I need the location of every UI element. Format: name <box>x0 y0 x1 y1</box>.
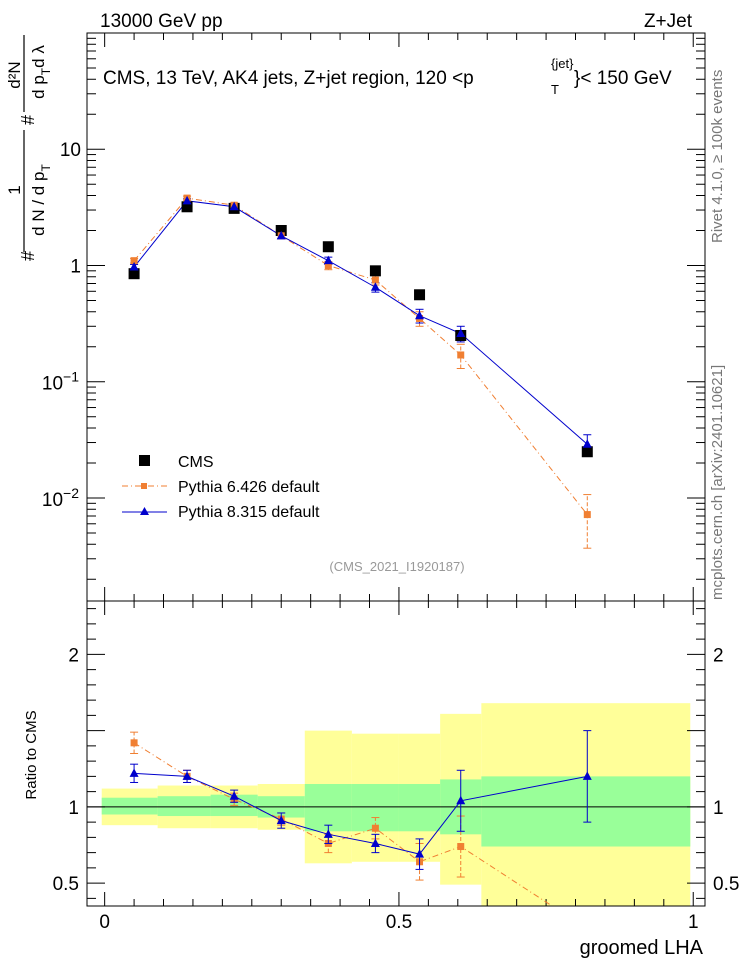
ratio-xtick-label: 0 <box>99 912 110 933</box>
legend-py6-marker <box>141 483 147 489</box>
ratio-plot: 0 0.5 1 0.5 0.5 1 1 2 2 <box>53 601 739 933</box>
main-ylabel: # 1 d N / d pT # d²N d pTd λ <box>5 35 53 261</box>
main-plot: 10−2 10−1 1 10 <box>42 33 705 601</box>
ratio-ytick-label: 0.5 <box>53 874 79 895</box>
ratio-ytick-label-right: 0.5 <box>713 874 739 895</box>
ylabel-frac1-num: 1 <box>5 185 24 194</box>
ratio-pythia6-point <box>457 843 465 851</box>
main-ytick-label: 10−1 <box>42 369 79 395</box>
ratio-frame <box>86 600 706 907</box>
cms-point <box>128 268 140 280</box>
legend-py6-label: Pythia 6.426 default <box>178 479 320 496</box>
pythia8-line <box>133 200 588 445</box>
cms-point <box>581 446 593 458</box>
ratio-pythia8-point <box>129 768 139 777</box>
cms-point <box>275 225 287 237</box>
pythia8-point <box>456 328 466 338</box>
legend-cms-marker <box>139 455 150 466</box>
ratio-band-inner <box>481 776 691 847</box>
legend-cms-label: CMS <box>178 454 214 471</box>
pythia8-point <box>129 262 139 271</box>
ratio-pythia8-point <box>276 815 286 825</box>
legend: CMS Pythia 6.426 default Pythia 8.315 de… <box>122 454 320 521</box>
pythia8-point <box>276 230 286 240</box>
main-title: CMS, 13 TeV, AK4 jets, Z+jet region, 120… <box>103 68 474 89</box>
ratio-band-inner <box>101 797 158 815</box>
ratio-ytick-label-right: 2 <box>713 645 724 666</box>
ratio-xtick-label: 1 <box>688 912 699 933</box>
main-ytick-label: 10 <box>60 140 81 161</box>
ratio-pythia6-point <box>371 824 379 832</box>
pythia6-point <box>324 261 332 269</box>
rivet-label: Rivet 4.1.0, ≥ 100k events <box>709 70 726 243</box>
ratio-pythia8-point <box>182 771 192 780</box>
ratio-band-inner <box>304 784 352 832</box>
header-right: Z+Jet <box>644 11 693 32</box>
ratio-pythia6-point <box>130 739 138 747</box>
ylabel-hash-2: # <box>18 115 38 125</box>
legend-py8-marker <box>140 507 149 515</box>
ylabel-frac2-num: d²N <box>5 61 24 88</box>
cms-point <box>414 289 426 301</box>
pythia8-point <box>182 195 192 205</box>
cms-point <box>181 201 193 213</box>
main-title-tail: }< 150 GeV <box>574 68 672 89</box>
pythia8-point <box>415 310 425 320</box>
pythia6-point <box>371 276 379 284</box>
mcplots-label: mcplots.cern.ch [arXiv:2401.10621] <box>709 365 726 600</box>
ratio-band-inner <box>398 784 441 832</box>
main-ytick-label: 10−2 <box>42 485 79 511</box>
pythia6-point <box>583 511 591 519</box>
ratio-ytick-label: 1 <box>68 798 79 819</box>
ratio-pythia6-line <box>133 742 553 907</box>
main-title-sup: {jet} <box>551 56 574 71</box>
ylabel-frac2-den: d pTd λ <box>29 45 53 99</box>
legend-py8-label: Pythia 8.315 default <box>178 504 320 521</box>
ratio-xlabel: groomed LHA <box>580 937 704 959</box>
ylabel-hash-1: # <box>18 251 38 261</box>
ratio-pythia8-point <box>456 795 466 805</box>
main-ytick-label: 1 <box>70 256 81 277</box>
pythia6-point <box>130 257 138 265</box>
pythia8-point <box>229 201 239 211</box>
ratio-xtick-label: 0.5 <box>386 912 412 933</box>
header-left: 13000 GeV pp <box>100 11 223 32</box>
ratio-pythia8-point <box>370 838 380 847</box>
ratio-pythia8-point <box>582 771 592 780</box>
ratio-pythia8-point <box>323 829 333 838</box>
cms-point <box>369 265 381 277</box>
watermark: (CMS_2021_I1920187) <box>329 559 464 574</box>
ratio-pythia8-point <box>229 791 239 800</box>
pythia6-point <box>457 351 465 359</box>
cms-point <box>322 241 334 253</box>
ratio-ylabel: Ratio to CMS <box>23 710 40 799</box>
ratio-band-inner <box>157 796 211 817</box>
ratio-ytick-label: 2 <box>68 645 79 666</box>
pythia8-point <box>323 255 333 265</box>
pythia8-point <box>582 439 592 448</box>
ratio-pythia8-point <box>415 849 425 858</box>
pythia8-point <box>370 282 380 291</box>
main-title-sub: T <box>551 82 559 97</box>
ylabel-frac1-den: d N / d pT <box>29 164 53 236</box>
ratio-ytick-label-right: 1 <box>713 798 724 819</box>
